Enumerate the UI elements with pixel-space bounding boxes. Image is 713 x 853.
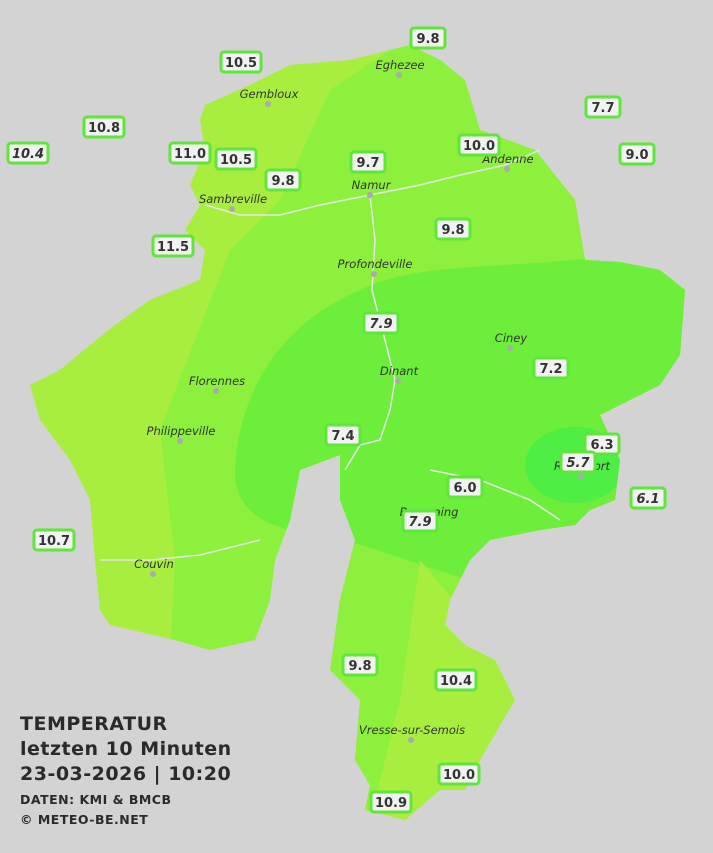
town-dot (265, 101, 271, 107)
station-value: 7.9 (408, 515, 431, 530)
station-value: 10.5 (225, 56, 257, 71)
station-box (219, 50, 263, 74)
station-box (434, 217, 472, 241)
station-value: 11.0 (174, 147, 206, 162)
town-name: Gembloux (240, 87, 299, 101)
station-value: 7.9 (369, 317, 392, 332)
station-box (324, 423, 362, 447)
station-value: 10.7 (38, 534, 70, 549)
station-value: 10.0 (463, 139, 495, 154)
town-dot (367, 192, 373, 198)
station-value: 7.4 (331, 429, 354, 444)
station-box (446, 475, 484, 499)
station-box (409, 26, 447, 50)
station-box (341, 653, 379, 677)
town-dot (578, 473, 584, 479)
station-value: 7.7 (591, 101, 614, 116)
title-line: 23-03-2026 | 10:20 (20, 763, 231, 785)
town-dot (150, 571, 156, 577)
station-box (629, 486, 667, 510)
station-value: 7.2 (539, 362, 562, 377)
station-box (264, 168, 302, 192)
station-value: 6.1 (636, 492, 659, 507)
town-name: Florennes (189, 374, 245, 388)
station-box (583, 432, 621, 456)
town-dot (177, 438, 183, 444)
station-box (32, 528, 76, 552)
station-value: 10.8 (88, 121, 120, 136)
town-dot (395, 378, 401, 384)
station-box (618, 142, 656, 166)
town-name: Philippeville (147, 424, 216, 438)
town-name: Ciney (495, 331, 528, 345)
town-name: Vresse-sur-Semois (359, 723, 465, 737)
town-dot (504, 166, 510, 172)
station-box (559, 450, 597, 474)
station-value: 6.3 (590, 438, 613, 453)
station-value: 9.8 (416, 32, 439, 47)
station-value: 11.5 (157, 240, 189, 255)
station-value: 10.4 (12, 147, 44, 162)
station-box (532, 356, 570, 380)
station-value: 9.8 (271, 174, 294, 189)
station-value: 9.8 (441, 223, 464, 238)
station-box (82, 115, 126, 139)
station-box (584, 95, 622, 119)
station-box (457, 133, 501, 157)
town-dot (408, 737, 414, 743)
town-name: Namur (352, 178, 392, 192)
credit: © METEO-BE.NET (20, 812, 148, 827)
credit: DATEN: KMI & BMCB (20, 792, 172, 807)
town-dot (229, 206, 235, 212)
station-value: 10.4 (440, 674, 472, 689)
station-box (214, 147, 258, 171)
station-box (6, 141, 50, 165)
town-name: Eghezee (375, 58, 424, 72)
station-box (362, 311, 400, 335)
town-name: Profondeville (338, 257, 413, 271)
town-dot (507, 345, 513, 351)
station-box (401, 509, 439, 533)
title-line: TEMPERATUR (20, 713, 168, 735)
town-dot (396, 72, 402, 78)
station-value: 10.5 (220, 153, 252, 168)
station-box (349, 150, 387, 174)
station-box (434, 668, 478, 692)
town-name: Dinant (380, 364, 419, 378)
town-dot (371, 271, 377, 277)
town-name: Sambreville (199, 192, 267, 206)
town-name: Couvin (134, 557, 174, 571)
station-box (151, 234, 195, 258)
station-value: 10.9 (375, 796, 407, 811)
title-line: letzten 10 Minuten (20, 738, 232, 760)
station-box (437, 762, 481, 786)
station-box (168, 141, 212, 165)
station-value: 9.7 (356, 156, 379, 171)
station-value: 5.7 (566, 456, 590, 471)
station-box (369, 790, 413, 814)
station-value: 10.0 (443, 768, 475, 783)
station-value: 6.0 (453, 481, 476, 496)
town-dot (213, 388, 219, 394)
station-value: 9.8 (348, 659, 371, 674)
station-value: 9.0 (625, 148, 648, 163)
